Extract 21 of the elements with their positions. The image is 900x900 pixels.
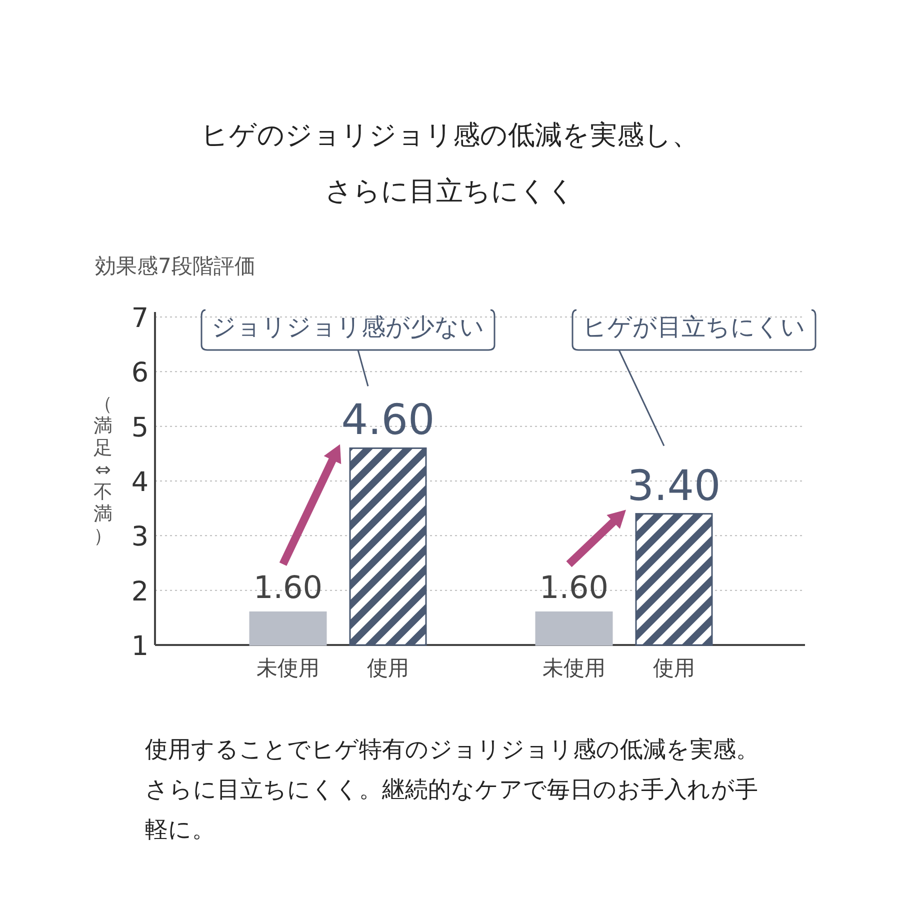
x-tick-label: 使用	[653, 656, 695, 680]
data-label: 4.60	[341, 395, 435, 444]
x-tick-label: 未使用	[542, 656, 606, 680]
y-tick-label: 6	[131, 358, 149, 389]
y-tick-label: 1	[131, 631, 149, 662]
x-tick-label: 使用	[367, 656, 409, 680]
y-tick-label: 5	[131, 412, 149, 444]
chart-title: ヒゲのジョリジョリ感の低減を実感し、さらに目立ちにくく	[200, 119, 700, 209]
y-tick-label: 7	[131, 303, 149, 334]
data-label: 3.40	[627, 460, 721, 510]
y-axis-title: （満足⇔不満）	[94, 393, 112, 547]
data-label: 1.60	[539, 570, 609, 606]
annotation: ヒゲが目立ちにくい	[582, 313, 806, 341]
y-tick-label: 4	[131, 467, 149, 498]
x-tick-label: 未使用	[256, 656, 320, 680]
chart-subtitle: 効果感7段階評価	[95, 254, 256, 278]
y-tick-label: 3	[131, 522, 149, 553]
data-label: 1.60	[253, 570, 323, 606]
annotation: ジョリジョリ感が少ない	[212, 313, 484, 341]
y-tick-label: 2	[131, 576, 149, 608]
text: 使用することでヒゲ特有のジョリジョリ感の低減を実感。さらに目立ちにくく。継続的なケアで毎日のお手入れが手軽に。	[145, 736, 760, 845]
